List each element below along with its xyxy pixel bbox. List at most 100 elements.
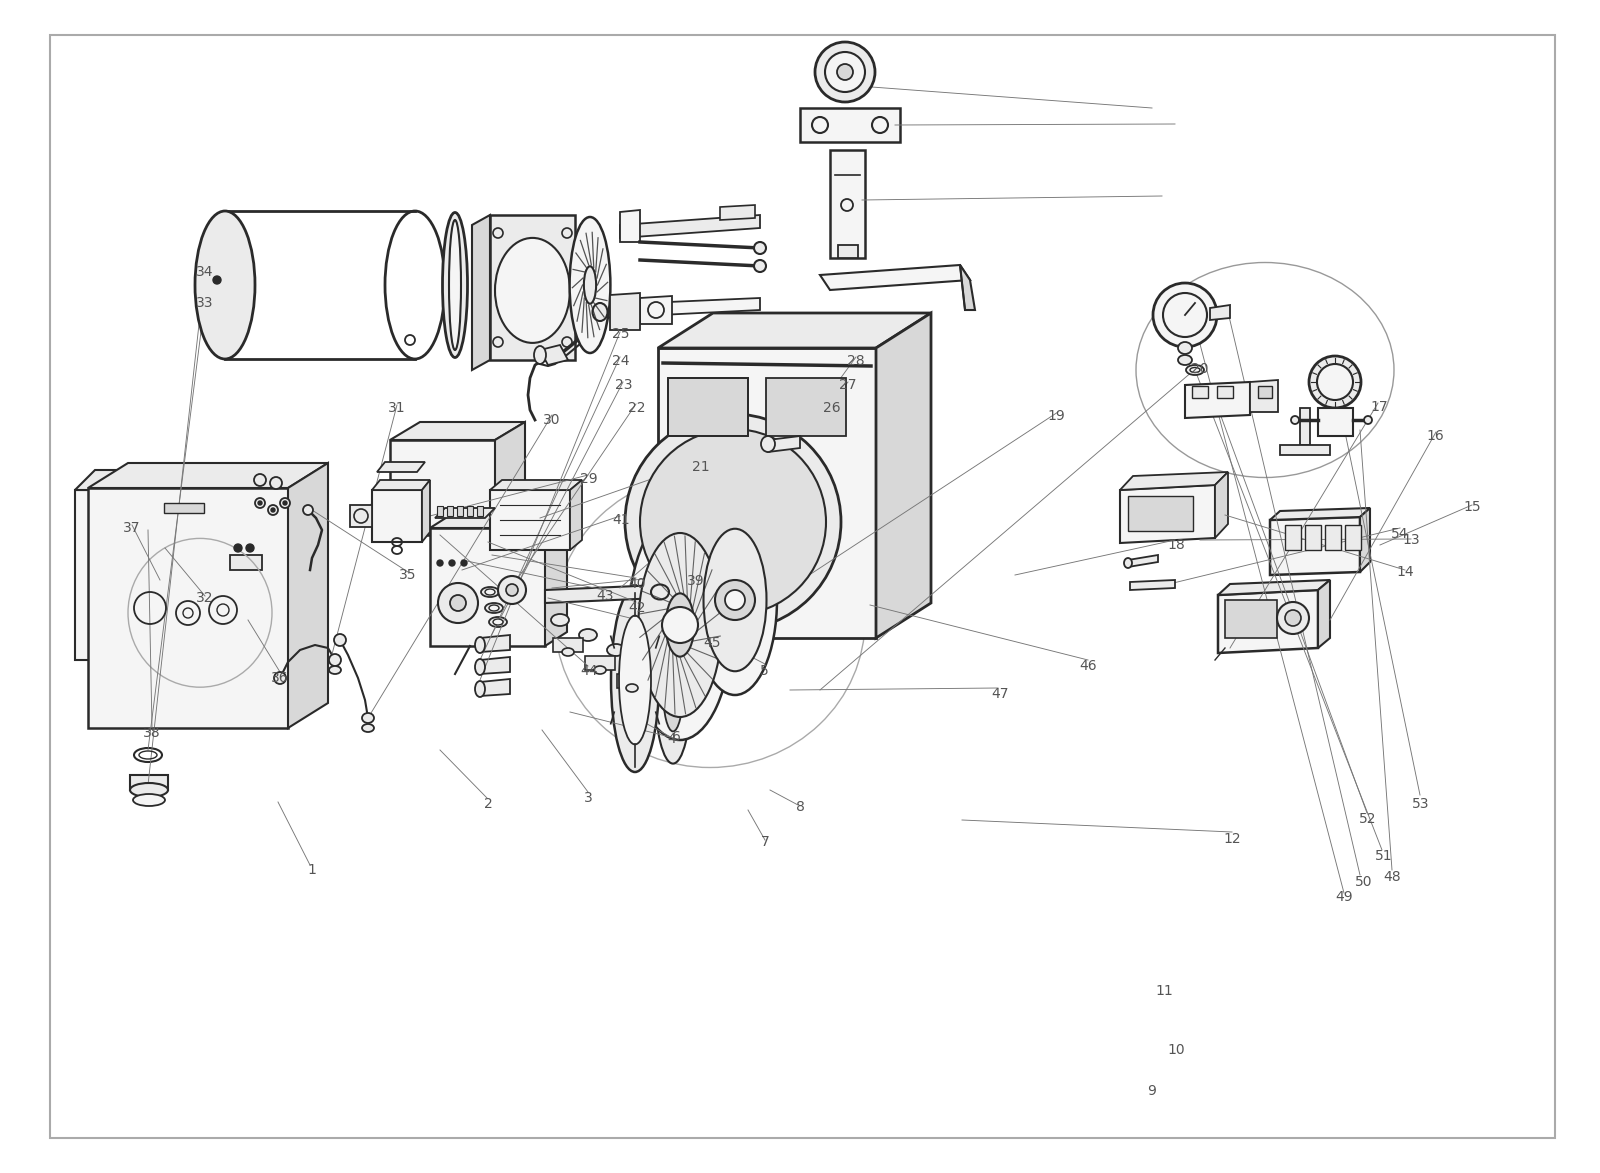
Ellipse shape bbox=[666, 594, 694, 657]
Text: 10: 10 bbox=[1166, 1043, 1186, 1057]
Circle shape bbox=[1154, 283, 1218, 347]
Ellipse shape bbox=[1178, 355, 1192, 365]
Polygon shape bbox=[768, 436, 800, 452]
Circle shape bbox=[234, 544, 242, 552]
Bar bbox=[1258, 386, 1272, 398]
Ellipse shape bbox=[330, 666, 341, 674]
Ellipse shape bbox=[584, 266, 597, 304]
Ellipse shape bbox=[550, 613, 570, 626]
Circle shape bbox=[1285, 610, 1301, 626]
Text: 2: 2 bbox=[483, 796, 493, 811]
Text: 35: 35 bbox=[400, 568, 416, 582]
Bar bbox=[477, 506, 483, 516]
Text: 33: 33 bbox=[197, 296, 213, 310]
Text: 27: 27 bbox=[840, 378, 856, 392]
Polygon shape bbox=[1186, 382, 1250, 418]
Polygon shape bbox=[75, 470, 235, 490]
Ellipse shape bbox=[475, 637, 485, 653]
Ellipse shape bbox=[302, 506, 314, 515]
Polygon shape bbox=[819, 265, 970, 290]
Polygon shape bbox=[1130, 579, 1174, 590]
Polygon shape bbox=[218, 568, 232, 650]
Polygon shape bbox=[618, 674, 646, 689]
Text: 24: 24 bbox=[613, 354, 629, 368]
Polygon shape bbox=[1280, 445, 1330, 455]
Text: 20: 20 bbox=[1192, 362, 1208, 377]
Polygon shape bbox=[494, 422, 525, 535]
Text: 31: 31 bbox=[387, 401, 406, 415]
Text: 53: 53 bbox=[1413, 796, 1429, 811]
Polygon shape bbox=[430, 514, 566, 528]
Circle shape bbox=[1277, 602, 1309, 633]
Bar bbox=[1325, 526, 1341, 550]
Polygon shape bbox=[554, 638, 582, 652]
Text: 40: 40 bbox=[629, 577, 645, 591]
Text: 36: 36 bbox=[270, 671, 290, 685]
Polygon shape bbox=[586, 656, 614, 670]
Polygon shape bbox=[230, 555, 262, 570]
Polygon shape bbox=[800, 108, 899, 142]
Polygon shape bbox=[1270, 508, 1370, 520]
Circle shape bbox=[258, 501, 262, 506]
Ellipse shape bbox=[662, 649, 683, 732]
Text: 6: 6 bbox=[672, 730, 682, 744]
Text: 4: 4 bbox=[667, 732, 677, 746]
Text: 11: 11 bbox=[1155, 984, 1174, 998]
Text: 25: 25 bbox=[613, 327, 629, 341]
Polygon shape bbox=[270, 568, 285, 630]
Polygon shape bbox=[165, 550, 235, 570]
Polygon shape bbox=[130, 775, 168, 789]
Polygon shape bbox=[658, 348, 877, 638]
Bar bbox=[446, 506, 453, 516]
Polygon shape bbox=[1214, 472, 1229, 538]
Ellipse shape bbox=[579, 629, 597, 640]
Text: 47: 47 bbox=[992, 687, 1008, 701]
Circle shape bbox=[269, 506, 278, 515]
Polygon shape bbox=[1218, 590, 1318, 653]
Text: 21: 21 bbox=[691, 460, 710, 474]
Polygon shape bbox=[480, 635, 510, 652]
Polygon shape bbox=[714, 313, 931, 603]
Text: 43: 43 bbox=[597, 589, 613, 603]
Ellipse shape bbox=[130, 784, 168, 796]
Circle shape bbox=[213, 276, 221, 284]
Polygon shape bbox=[371, 490, 422, 542]
Text: 26: 26 bbox=[822, 401, 842, 415]
Ellipse shape bbox=[475, 659, 485, 674]
Circle shape bbox=[437, 560, 443, 567]
Polygon shape bbox=[88, 463, 328, 488]
Text: 22: 22 bbox=[629, 401, 645, 415]
Bar bbox=[165, 503, 205, 513]
Circle shape bbox=[270, 477, 282, 489]
Ellipse shape bbox=[562, 647, 574, 656]
Text: 19: 19 bbox=[1046, 409, 1066, 423]
Polygon shape bbox=[1318, 579, 1330, 647]
Bar bbox=[1128, 496, 1194, 531]
Ellipse shape bbox=[638, 533, 722, 717]
Polygon shape bbox=[1270, 517, 1360, 575]
Text: 13: 13 bbox=[1402, 533, 1421, 547]
Bar bbox=[350, 506, 371, 527]
Ellipse shape bbox=[626, 684, 638, 692]
Ellipse shape bbox=[651, 584, 669, 599]
Ellipse shape bbox=[362, 713, 374, 723]
Ellipse shape bbox=[592, 303, 608, 321]
Polygon shape bbox=[378, 462, 426, 472]
Ellipse shape bbox=[693, 506, 778, 694]
Polygon shape bbox=[610, 293, 640, 330]
Text: 29: 29 bbox=[579, 472, 598, 486]
Bar bbox=[1192, 386, 1208, 398]
Polygon shape bbox=[570, 480, 582, 550]
Ellipse shape bbox=[594, 666, 606, 674]
Ellipse shape bbox=[754, 260, 766, 272]
Text: 5: 5 bbox=[760, 664, 770, 678]
Ellipse shape bbox=[627, 510, 733, 740]
Bar bbox=[1285, 526, 1301, 550]
Circle shape bbox=[837, 65, 853, 80]
Text: 54: 54 bbox=[1392, 527, 1408, 541]
Circle shape bbox=[280, 499, 290, 508]
Circle shape bbox=[506, 584, 518, 596]
Text: 23: 23 bbox=[616, 378, 632, 392]
Ellipse shape bbox=[762, 436, 774, 452]
Polygon shape bbox=[640, 296, 672, 324]
